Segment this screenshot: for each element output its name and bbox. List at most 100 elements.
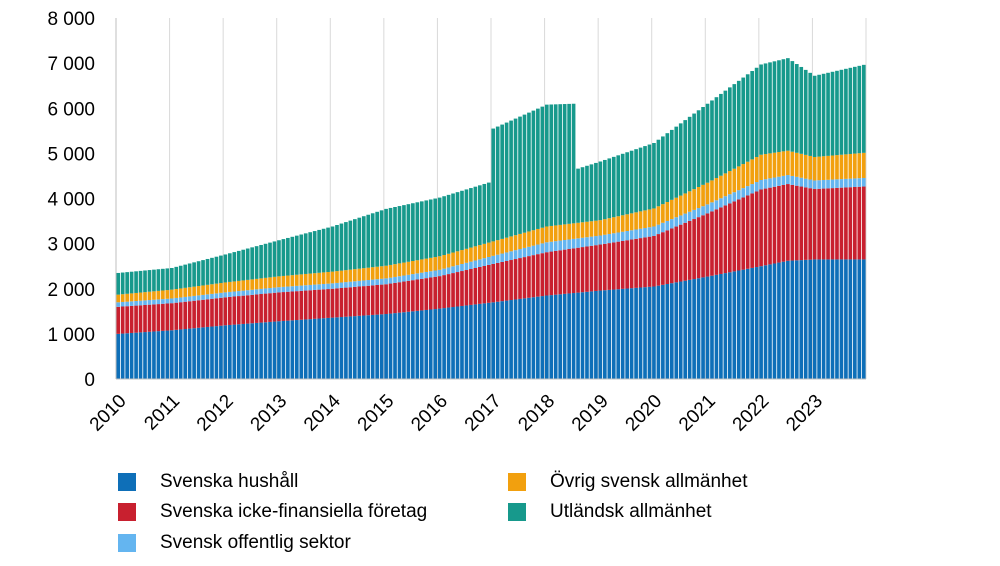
bar-segment xyxy=(500,253,504,262)
bar-segment xyxy=(616,289,621,379)
bar-segment xyxy=(768,187,772,265)
bar-segment xyxy=(736,190,741,200)
bar-segment xyxy=(585,221,589,238)
bar-segment xyxy=(473,246,478,261)
bar-segment xyxy=(826,72,830,156)
bar-segment xyxy=(817,156,821,181)
bar-segment xyxy=(585,291,589,379)
bar-segment xyxy=(500,301,504,379)
y-tick-label: 8 000 xyxy=(47,9,95,30)
bar-segment xyxy=(366,267,371,281)
bar-segment xyxy=(232,281,237,292)
bar-segment xyxy=(495,301,500,379)
bar-segment xyxy=(393,282,397,314)
bar-segment xyxy=(598,220,603,236)
bar-segment xyxy=(719,198,723,208)
bar-segment xyxy=(544,252,549,296)
bar-segment xyxy=(594,290,598,379)
bar-segment xyxy=(433,257,438,271)
bar-segment xyxy=(768,153,772,179)
bar-segment xyxy=(861,259,866,379)
bar-segment xyxy=(786,260,790,379)
bar-segment xyxy=(290,286,295,292)
bar-segment xyxy=(513,235,518,251)
bar-segment xyxy=(138,305,143,333)
bar-segment xyxy=(442,275,446,309)
bar-segment xyxy=(522,232,527,248)
bar-segment xyxy=(294,320,299,379)
bar-segment xyxy=(661,222,665,233)
bar-segment xyxy=(567,103,571,224)
bar-segment xyxy=(326,289,330,318)
x-tick-label: 2013 xyxy=(247,391,292,436)
bar-segment xyxy=(406,274,411,281)
bar-segment xyxy=(214,293,219,299)
bar-segment xyxy=(558,224,563,241)
bar-segment xyxy=(384,278,388,285)
bar-segment xyxy=(750,71,754,160)
bar-segment xyxy=(799,66,804,154)
bar-segment xyxy=(580,247,585,293)
bar-segment xyxy=(513,259,518,300)
bar-segment xyxy=(317,229,321,273)
bar-segment xyxy=(290,275,295,287)
bar-segment xyxy=(451,193,455,253)
bar-segment xyxy=(817,180,821,189)
bar-segment xyxy=(446,194,451,254)
bar-segment xyxy=(433,270,438,277)
x-tick-label: 2022 xyxy=(729,391,774,436)
vertical-gridlines xyxy=(115,18,867,379)
bar-segment xyxy=(326,272,330,284)
bar-segment xyxy=(402,281,406,313)
bar-segment xyxy=(281,275,286,287)
bar-segment xyxy=(754,157,759,183)
bar-segment xyxy=(156,304,161,332)
bar-segment xyxy=(143,292,147,301)
bar-segment xyxy=(165,303,170,331)
bar-segment xyxy=(634,229,638,239)
bar-segment xyxy=(388,313,393,379)
x-tick-label: 2017 xyxy=(461,391,506,436)
bar-segment xyxy=(335,317,339,379)
bar-segment xyxy=(272,287,277,293)
bar-segment xyxy=(370,279,375,286)
bar-segment xyxy=(183,301,188,330)
bar-segment xyxy=(763,63,768,155)
bar-segment xyxy=(402,312,406,379)
bar-segment xyxy=(455,192,460,252)
bar-segment xyxy=(683,213,688,223)
bar-segment xyxy=(138,292,143,301)
bar-segment xyxy=(442,196,446,256)
bar-segment xyxy=(241,323,246,379)
bar-segment xyxy=(120,301,125,307)
bar-segment xyxy=(674,126,679,198)
bar-segment xyxy=(317,272,321,285)
bar-segment xyxy=(790,175,795,185)
bar-segment xyxy=(741,164,746,189)
bar-segment xyxy=(241,280,246,291)
bar-segment xyxy=(415,273,420,280)
bar-segment xyxy=(607,158,612,219)
bar-segment xyxy=(384,265,388,279)
bar-segment xyxy=(455,306,460,379)
bar-segment xyxy=(594,220,598,237)
bar-segment xyxy=(665,284,670,379)
bar-segment xyxy=(728,272,732,379)
bar-segment xyxy=(299,319,304,379)
bar-segment xyxy=(692,113,696,190)
bar-segment xyxy=(656,206,661,225)
bar-segment xyxy=(759,64,763,155)
bar-segment xyxy=(812,189,817,260)
bar-segment xyxy=(701,107,705,185)
bar-segment xyxy=(254,246,259,279)
bar-segment xyxy=(527,246,531,257)
bar-segment xyxy=(174,297,179,303)
bar-segment xyxy=(844,187,848,260)
bar-segment xyxy=(562,224,567,241)
bar-segment xyxy=(861,186,866,260)
bar-segment xyxy=(344,270,348,283)
bar-segment xyxy=(348,269,353,282)
bar-segment xyxy=(803,187,808,260)
bar-segment xyxy=(754,182,759,192)
bar-segment xyxy=(446,307,451,379)
